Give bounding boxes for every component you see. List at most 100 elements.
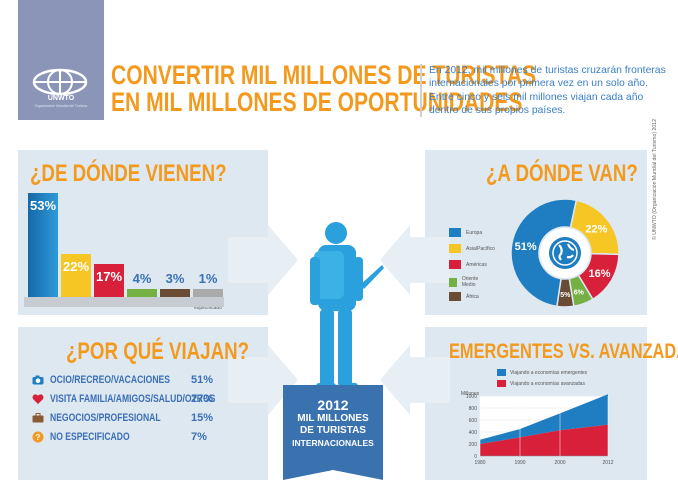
destination-donut-chart: 51% 22% 16% 6%5% <box>510 198 620 308</box>
copyright-note: © UNWTO (Organización Mundial del Turism… <box>652 118 658 240</box>
donut-slice-label: 16% <box>589 268 611 280</box>
origin-title: ¿DE DÓNDE VIENEN? <box>30 160 227 187</box>
legend-swatch <box>449 228 461 237</box>
destination-legend-item: Asia/Pacífico <box>449 244 495 253</box>
legend-swatch <box>449 277 457 287</box>
legend-swatch <box>449 292 461 301</box>
x-tick-label: 1990 <box>514 460 525 466</box>
why-row-value: 15% <box>191 412 214 424</box>
origin-bar-value: 22% <box>62 258 90 274</box>
why-row: OCIO/RECREO/VACACIONES <box>32 373 204 387</box>
logo-panel <box>18 0 104 120</box>
donut-slice <box>556 277 575 308</box>
donut-slice-label: 51% <box>515 241 537 253</box>
why-row-value: 27% <box>191 393 214 405</box>
arrow-right-top-icon <box>380 225 450 295</box>
arrow-right-bottom-icon <box>380 345 450 415</box>
headline: CONVERTIR MIL MILLONES DE TURISTAS EN MI… <box>111 62 536 116</box>
why-title: ¿POR QUÉ VIAJAN? <box>66 338 250 365</box>
arrow-left-top-icon <box>228 225 298 295</box>
destination-legend-item: Europa <box>449 228 482 237</box>
area-emerging <box>480 394 608 444</box>
heart-icon <box>32 393 44 405</box>
center-banner <box>283 385 383 480</box>
y-axis-label: Millones <box>461 391 480 397</box>
legend-advanced-label: Viajando a economías avanzadas <box>510 380 585 387</box>
origin-baseline <box>24 297 224 307</box>
legend-swatch <box>449 260 461 269</box>
origin-panel <box>18 150 268 315</box>
y-tick-label: 800 <box>469 406 478 412</box>
legend-label: Américas <box>466 261 487 268</box>
center-line2: DE TURISTAS <box>300 425 366 436</box>
why-panel <box>18 327 268 480</box>
why-row-label: VISITA FAMILIA/AMIGOS/SALUD/OTROS <box>50 393 216 405</box>
destination-legend-item: Américas <box>449 260 487 269</box>
x-tick-label: 2012 <box>602 460 613 466</box>
headline-line2: EN MIL MILLONES DE OPORTUNIDADES <box>111 87 523 117</box>
y-tick-label: 200 <box>469 442 478 448</box>
legend-label: Oriente Medio <box>461 276 479 288</box>
destination-legend-item: África <box>449 292 479 301</box>
camera-icon <box>32 375 44 385</box>
origin-bar <box>61 253 91 297</box>
legend-label: África <box>466 293 479 300</box>
x-tick-label: 2000 <box>554 460 565 466</box>
origin-bar <box>28 193 58 297</box>
origin-bar-value: 53% <box>29 198 57 213</box>
logo-text: UNWTO <box>47 95 75 102</box>
x-tick-label: 1980 <box>474 460 485 466</box>
legend-emerging-label: Viajando a economías emergentes <box>510 369 588 376</box>
y-tick-label: 600 <box>469 418 478 424</box>
question-icon: ? <box>32 431 44 443</box>
legend-emerging-swatch <box>497 369 506 376</box>
legend-label: Europa <box>466 229 483 236</box>
donut-slice-label: 22% <box>585 223 607 235</box>
center-year: 2012 <box>317 397 349 413</box>
legend-advanced-swatch <box>497 380 506 387</box>
area-advanced <box>480 424 608 456</box>
center-text: 2012 MIL MILLONES DE TURISTAS INTERNACIO… <box>283 398 383 449</box>
unwto-globe-icon <box>32 68 88 96</box>
center-line3: INTERNACIONALES <box>292 438 374 448</box>
briefcase-icon <box>32 413 44 423</box>
why-row-value: 7% <box>191 431 207 443</box>
donut-slice <box>510 198 578 308</box>
origin-bar-value: 1% <box>198 271 218 286</box>
globe-continents <box>558 243 575 261</box>
arrow-left-bottom-icon <box>228 345 298 415</box>
emerging-title: EMERGENTES VS. AVANZADAS <box>449 340 678 363</box>
legend-emerging: Viajando a economías emergentes <box>497 369 587 376</box>
logo-subtext: Organización Mundial del Turismo <box>34 104 88 108</box>
y-tick-label: 1000 <box>466 394 477 400</box>
why-row-label: OCIO/RECREO/VACACIONES <box>50 374 170 386</box>
legend-advanced: Viajando a economías avanzadas <box>497 380 585 387</box>
intro-text: En 2012, mil millones de turistas cruzar… <box>420 64 670 118</box>
y-tick-label: 400 <box>469 430 478 436</box>
destination-legend-item: Oriente Medio <box>449 276 482 288</box>
headline-line1: CONVERTIR MIL MILLONES DE TURISTAS <box>111 60 537 90</box>
why-row-label: NO ESPECIFICADO <box>50 431 130 443</box>
origin-bar <box>94 263 124 297</box>
donut-slice-label: 5% <box>560 292 571 299</box>
origin-bar-value: 17% <box>95 268 123 284</box>
origin-bar-chart: 53%Europa22%Asia Pacífico17%Américas4%Or… <box>18 193 268 311</box>
origin-bar-value: 4% <box>132 271 152 286</box>
why-row: VISITA FAMILIA/AMIGOS/SALUD/OTROS <box>32 392 262 406</box>
origin-bar <box>193 289 223 297</box>
globe-ring <box>552 240 578 266</box>
why-row-label: NEGOCIOS/PROFESIONAL <box>50 412 161 424</box>
svg-text:?: ? <box>36 433 41 442</box>
donut-slice-label: 6% <box>574 290 585 297</box>
y-tick-label: 0 <box>474 454 477 460</box>
traveler-silhouette <box>310 222 384 391</box>
origin-bar <box>127 289 157 297</box>
why-row: NEGOCIOS/PROFESIONAL <box>32 411 192 425</box>
origin-bar-value: 3% <box>165 271 185 286</box>
origin-bar <box>160 289 190 297</box>
center-line1: MIL MILLONES <box>297 413 369 424</box>
legend-swatch <box>449 244 461 253</box>
destination-title: ¿A DÓNDE VAN? <box>486 160 638 187</box>
globe-icon <box>549 237 581 269</box>
